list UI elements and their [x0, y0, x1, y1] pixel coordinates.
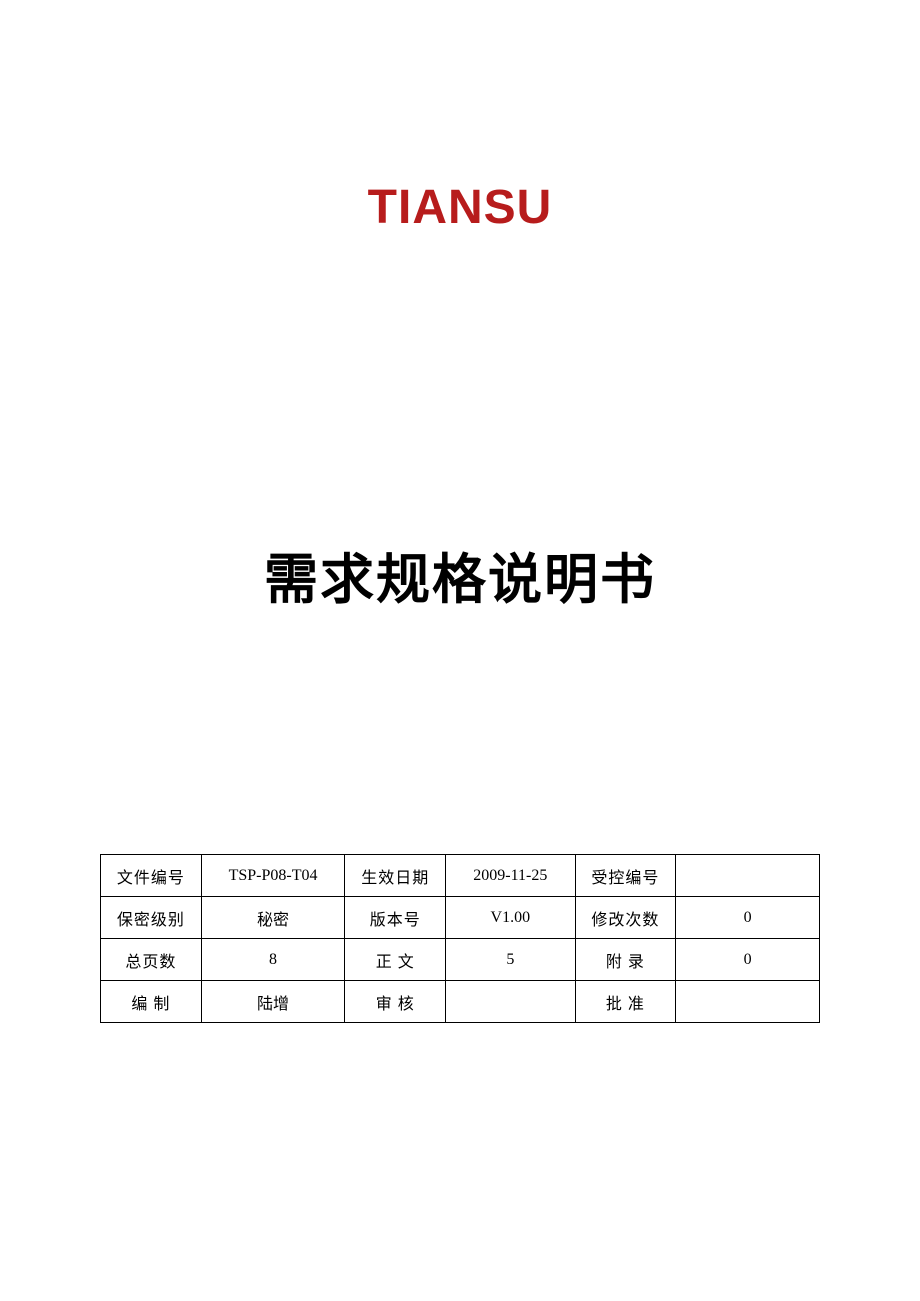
value-file-number: TSP-P08-T04 [201, 855, 345, 897]
value-revision-count: 0 [676, 897, 820, 939]
value-version: V1.00 [446, 897, 575, 939]
table-row: 编 制 陆增 审 核 批 准 [101, 981, 820, 1023]
value-total-pages: 8 [201, 939, 345, 981]
value-confidentiality: 秘密 [201, 897, 345, 939]
company-logo: TIANSU [100, 180, 820, 235]
label-reviewer: 审 核 [345, 981, 446, 1023]
label-appendix: 附 录 [575, 939, 676, 981]
table-row: 保密级别 秘密 版本号 V1.00 修改次数 0 [101, 897, 820, 939]
table-row: 文件编号 TSP-P08-T04 生效日期 2009-11-25 受控编号 [101, 855, 820, 897]
label-effective-date: 生效日期 [345, 855, 446, 897]
label-file-number: 文件编号 [101, 855, 202, 897]
value-reviewer [446, 981, 575, 1023]
value-body-pages: 5 [446, 939, 575, 981]
label-revision-count: 修改次数 [575, 897, 676, 939]
label-body-pages: 正 文 [345, 939, 446, 981]
label-author: 编 制 [101, 981, 202, 1023]
value-control-number [676, 855, 820, 897]
info-table: 文件编号 TSP-P08-T04 生效日期 2009-11-25 受控编号 保密… [100, 854, 820, 1023]
value-approver [676, 981, 820, 1023]
value-appendix: 0 [676, 939, 820, 981]
document-page: TIANSU 需求规格说明书 文件编号 TSP-P08-T04 生效日期 200… [0, 0, 920, 1301]
label-approver: 批 准 [575, 981, 676, 1023]
document-title: 需求规格说明书 [100, 535, 820, 614]
label-control-number: 受控编号 [575, 855, 676, 897]
label-version: 版本号 [345, 897, 446, 939]
value-author: 陆增 [201, 981, 345, 1023]
value-effective-date: 2009-11-25 [446, 855, 575, 897]
label-confidentiality: 保密级别 [101, 897, 202, 939]
label-total-pages: 总页数 [101, 939, 202, 981]
table-row: 总页数 8 正 文 5 附 录 0 [101, 939, 820, 981]
